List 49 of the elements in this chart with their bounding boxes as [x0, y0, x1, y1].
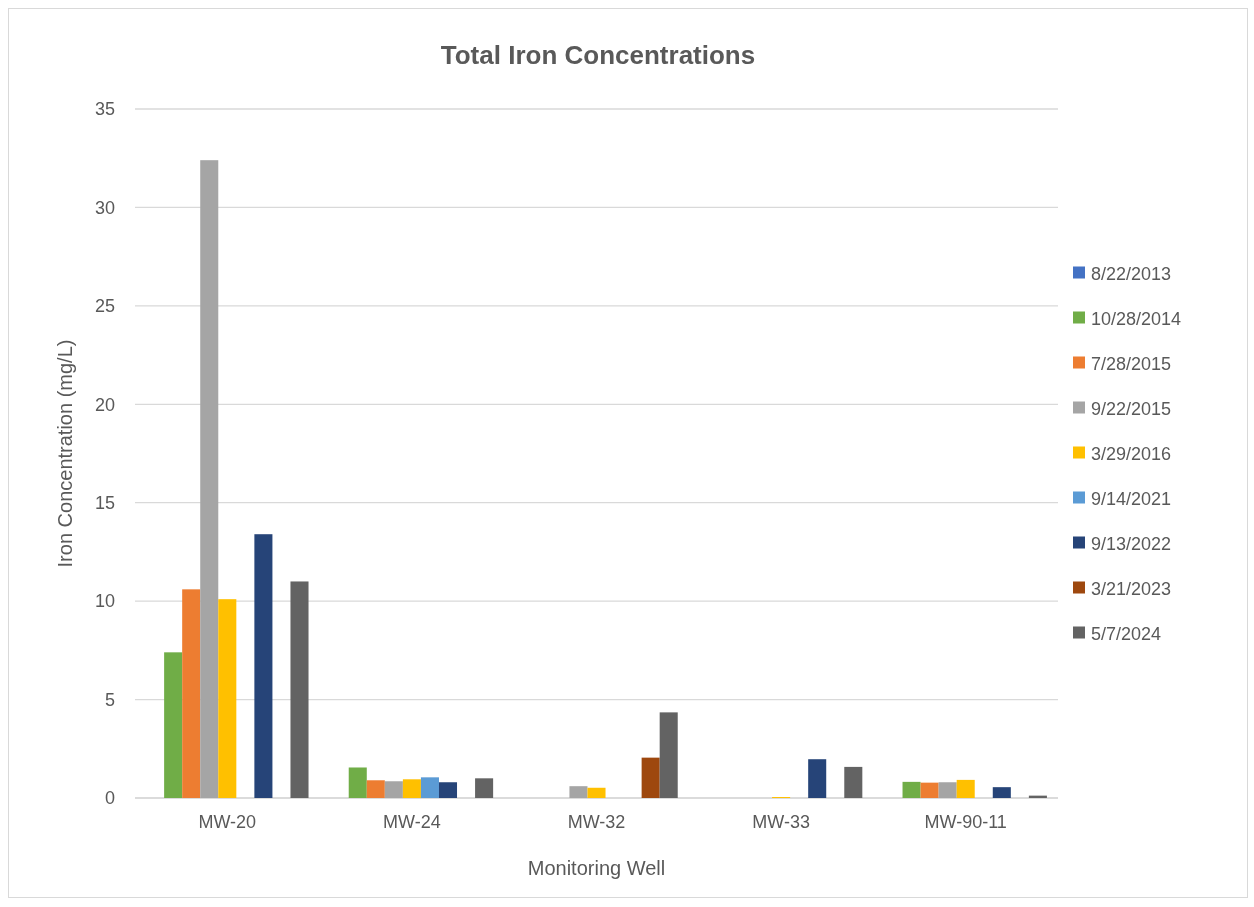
legend-label: 9/14/2021 [1091, 488, 1172, 509]
bar [438, 782, 458, 798]
chart-title: Total Iron Concentrations [440, 40, 756, 70]
bar [844, 766, 863, 798]
bar [402, 779, 421, 798]
y-tick-label: 5 [104, 689, 115, 710]
y-axis-title: Iron Concentration (mg/L) [54, 339, 76, 568]
bar [384, 781, 403, 798]
bar [808, 759, 827, 798]
y-tick-label: 30 [94, 197, 115, 218]
bar [182, 589, 201, 798]
x-tick-label: MW-32 [567, 812, 626, 832]
bar [218, 599, 237, 798]
bar [290, 581, 309, 798]
bar [587, 787, 606, 798]
legend-label: 8/22/2013 [1091, 263, 1172, 284]
legend-label: 3/21/2023 [1091, 578, 1172, 599]
bar [992, 787, 1011, 798]
bar [659, 712, 678, 798]
bar [902, 781, 921, 798]
x-tick-label: MW-33 [752, 812, 810, 832]
legend-label: 7/28/2015 [1091, 353, 1172, 374]
bar [569, 786, 588, 798]
y-tick-label: 10 [94, 591, 115, 612]
x-tick-label: MW-24 [383, 812, 441, 832]
y-tick-label: 20 [94, 394, 115, 415]
bar [348, 767, 367, 798]
x-axis-title: Monitoring Well [527, 857, 666, 879]
bar [200, 160, 219, 798]
bar [938, 782, 957, 798]
bar [164, 652, 183, 798]
bar [956, 779, 975, 798]
legend-label: 10/28/2014 [1091, 308, 1182, 329]
bar [420, 777, 439, 798]
bar [475, 778, 494, 798]
legend-label: 9/13/2022 [1091, 533, 1172, 554]
y-tick-label: 15 [94, 493, 115, 514]
x-tick-label: MW-20 [198, 812, 257, 832]
bar [366, 780, 385, 798]
bar [641, 757, 660, 798]
bar [254, 534, 273, 798]
y-tick-label: 25 [94, 296, 115, 317]
x-tick-label: MW-90-11 [924, 812, 1007, 832]
y-tick-label: 0 [104, 788, 115, 809]
bar [920, 782, 939, 798]
legend-label: 5/7/2024 [1091, 623, 1162, 644]
legend-label: 9/22/2015 [1091, 398, 1172, 419]
y-tick-label: 35 [94, 99, 115, 120]
legend-label: 3/29/2016 [1091, 443, 1172, 464]
